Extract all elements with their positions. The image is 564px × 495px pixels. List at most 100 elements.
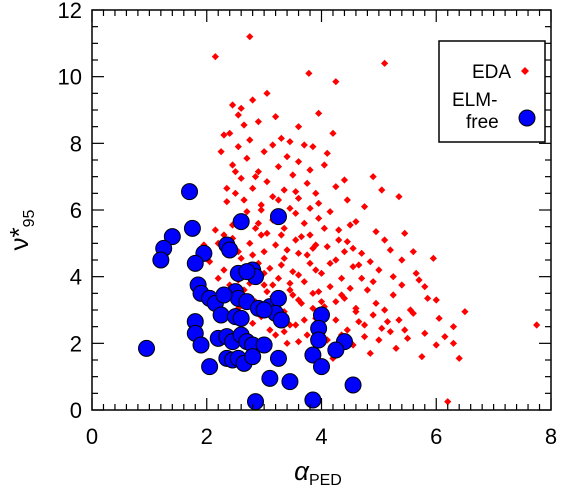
eda-point [249,251,257,259]
eda-point [309,289,317,297]
elm-free-point [181,183,199,201]
x-axis-label: αPED [294,456,342,489]
eda-point [223,184,231,192]
eda-point [251,224,260,232]
eda-point [266,326,274,334]
eda-point [418,353,426,361]
elm-free-point [327,341,345,359]
eda-point [389,291,397,299]
eda-point [243,154,251,162]
eda-point [432,296,440,304]
elm-free-point [192,336,210,354]
eda-point [237,254,245,262]
eda-point [269,193,277,201]
eda-point [300,316,308,324]
eda-point [326,283,334,291]
x-tick-label: 2 [201,424,213,449]
eda-point [283,246,291,254]
elm-free-point [281,373,299,391]
eda-point [263,178,271,186]
eda-point [300,278,308,286]
eda-point [246,33,254,41]
eda-point [240,196,248,204]
eda-point [263,89,271,97]
legend-label-elm-free: ELM- free [452,90,503,133]
eda-point [340,176,349,184]
eda-point [294,158,303,166]
eda-point [352,304,360,312]
eda-point [360,333,369,341]
eda-point [329,129,337,137]
eda-point [441,333,449,341]
eda-point [315,109,323,117]
eda-point [254,259,262,267]
eda-point [415,276,423,284]
eda-point [277,261,285,269]
eda-point [234,111,242,119]
eda-point [251,173,260,181]
eda-point [335,226,343,234]
eda-point [533,321,541,329]
eda-point [266,264,274,272]
eda-point [343,196,351,204]
eda-point [409,309,417,317]
eda-point [320,224,328,232]
elm-free-point [244,348,262,366]
x-tick-label: 0 [86,424,98,449]
elm-free-point [212,306,230,324]
eda-point [444,398,452,406]
eda-point [228,161,237,169]
legend-marker-elm-free [518,109,536,127]
eda-point [297,299,306,307]
eda-point [305,69,313,77]
y-tick-label: 12 [58,0,82,23]
eda-point [292,209,300,217]
eda-point [260,148,268,156]
eda-point [461,308,469,316]
eda-point [363,286,371,294]
eda-point [332,316,340,324]
eda-point [280,224,288,232]
eda-point [300,141,308,149]
eda-point [312,241,320,249]
eda-point [378,186,386,194]
eda-point [392,344,400,352]
eda-point [246,279,254,287]
eda-point [335,236,343,244]
eda-point [272,241,280,249]
eda-point [343,326,351,334]
eda-point [406,306,415,314]
eda-point [332,256,340,264]
eda-point [211,53,219,61]
eda-point [372,299,380,307]
eda-point [254,168,262,176]
eda-point [249,96,257,104]
eda-point [332,298,340,306]
eda-point [257,231,265,239]
eda-point [358,249,366,257]
y-tick-label: 2 [70,331,82,356]
eda-point [223,198,231,206]
eda-point [246,136,254,144]
eda-point [280,328,288,336]
eda-point [300,219,308,227]
elm-free-point [232,309,250,327]
eda-point [286,204,294,212]
eda-point [272,113,280,121]
elm-free-point [232,213,250,231]
eda-point [326,208,334,216]
legend: EDA ELM- free [438,40,546,143]
axes: 0 2 4 6 8 0 2 4 6 8 10 12 [58,0,558,449]
eda-point [320,161,328,169]
eda-point [257,206,265,214]
eda-point [286,286,294,294]
eda-point [306,166,314,174]
eda-point [346,221,354,229]
eda-point [337,274,346,282]
eda-point [340,294,349,302]
eda-point [401,326,409,334]
elm-free-point [186,254,204,272]
elm-free-point [255,336,273,354]
eda-point [346,284,354,292]
